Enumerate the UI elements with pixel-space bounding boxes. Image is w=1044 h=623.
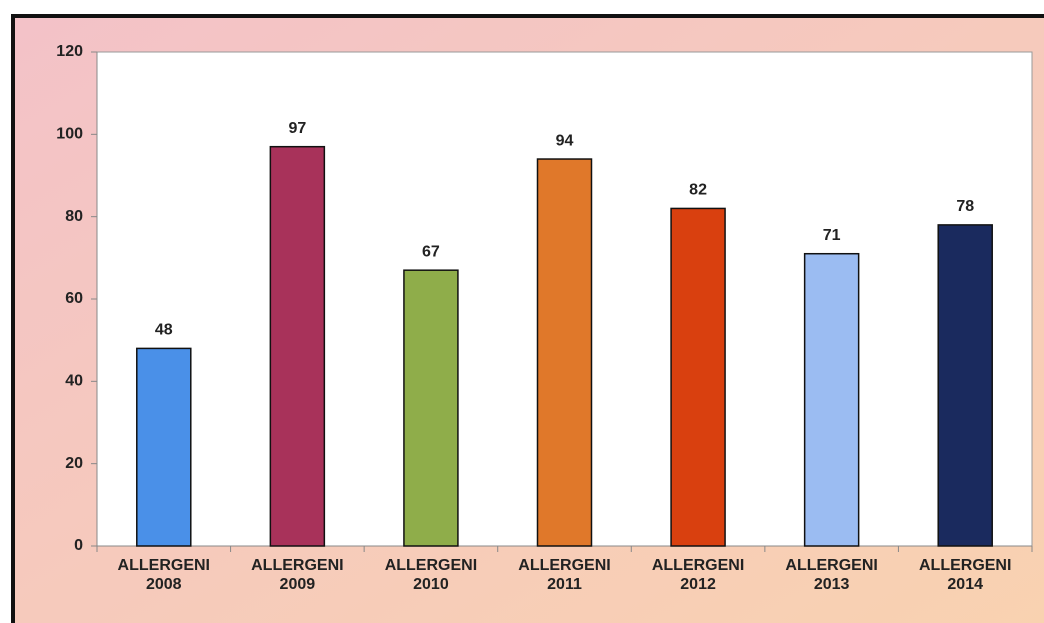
y-tick-label: 80 bbox=[65, 208, 83, 225]
data-label: 67 bbox=[422, 243, 440, 260]
x-tick-label: ALLERGENI 2010 bbox=[385, 557, 477, 593]
x-tick-label: ALLERGENI 2011 bbox=[518, 557, 610, 593]
bar bbox=[136, 347, 192, 547]
y-tick-label: 60 bbox=[65, 290, 83, 307]
bar bbox=[269, 145, 326, 547]
data-label: 94 bbox=[556, 132, 574, 149]
y-tick-label: 0 bbox=[74, 537, 83, 554]
data-label: 82 bbox=[689, 182, 707, 199]
bar bbox=[803, 252, 860, 547]
data-label: 78 bbox=[956, 198, 974, 215]
x-tick-label: ALLERGENI 2009 bbox=[251, 557, 343, 593]
bar bbox=[403, 269, 459, 547]
y-tick-label: 20 bbox=[65, 455, 83, 472]
x-tick-label: ALLERGENI 2014 bbox=[919, 557, 1011, 593]
bar bbox=[536, 158, 593, 547]
data-label: 71 bbox=[823, 227, 841, 244]
y-tick-label: 40 bbox=[65, 373, 83, 390]
bar bbox=[937, 224, 993, 547]
bar bbox=[670, 207, 726, 547]
x-tick-label: ALLERGENI 2012 bbox=[652, 557, 744, 593]
x-tick-label: ALLERGENI 2008 bbox=[118, 557, 210, 593]
y-tick-label: 120 bbox=[56, 43, 83, 60]
data-label: 97 bbox=[288, 120, 306, 137]
x-tick-label: ALLERGENI 2013 bbox=[785, 557, 877, 593]
y-tick-label: 100 bbox=[56, 126, 83, 143]
data-label: 48 bbox=[155, 322, 173, 339]
